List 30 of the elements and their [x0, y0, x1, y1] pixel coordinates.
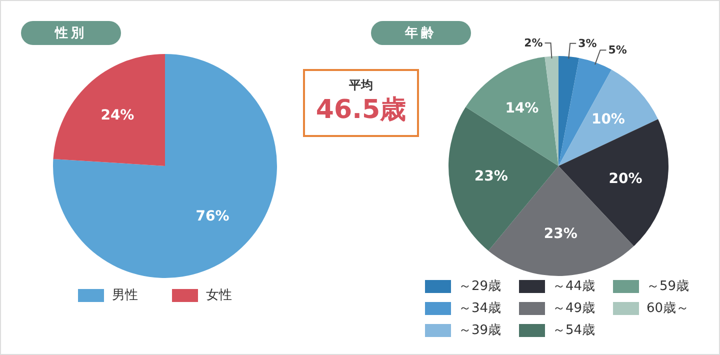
text: 平均: [348, 77, 374, 94]
data-label: 24%: [100, 107, 134, 124]
pie-slice: [53, 54, 277, 278]
legend-label: ～29歳: [458, 278, 502, 295]
pie-slice: [466, 56, 558, 166]
data-label: 23%: [544, 226, 578, 242]
legend-label: ～34歳: [458, 300, 502, 317]
data-label: 2%: [524, 36, 543, 50]
data-label: 76%: [196, 208, 230, 225]
legend-label: 女性: [206, 287, 232, 304]
legend-label: ～39歳: [458, 322, 502, 339]
legend-label: ～49歳: [552, 300, 596, 317]
legend-label: 60歳～: [646, 300, 690, 317]
data-label: 5%: [608, 44, 627, 57]
chart-title: 年齢: [371, 21, 471, 45]
pie-slice: [544, 56, 558, 166]
chart-title: 性別: [21, 21, 121, 45]
legend-label: 男性: [112, 287, 138, 304]
pie-slice: [558, 56, 580, 166]
data-label: 3%: [578, 36, 597, 50]
data-label: 14%: [505, 100, 539, 116]
legend-label: ～54歳: [552, 322, 596, 339]
pie-slice: [558, 70, 658, 166]
data-label: 10%: [591, 111, 625, 128]
data-label: 23%: [474, 168, 508, 185]
pie-slice: [53, 54, 165, 166]
data-label: 20%: [608, 170, 642, 187]
legend-label: ～59歳: [646, 278, 690, 295]
text: 46.5歳: [314, 94, 408, 126]
legend-label: ～44歳: [552, 278, 596, 295]
